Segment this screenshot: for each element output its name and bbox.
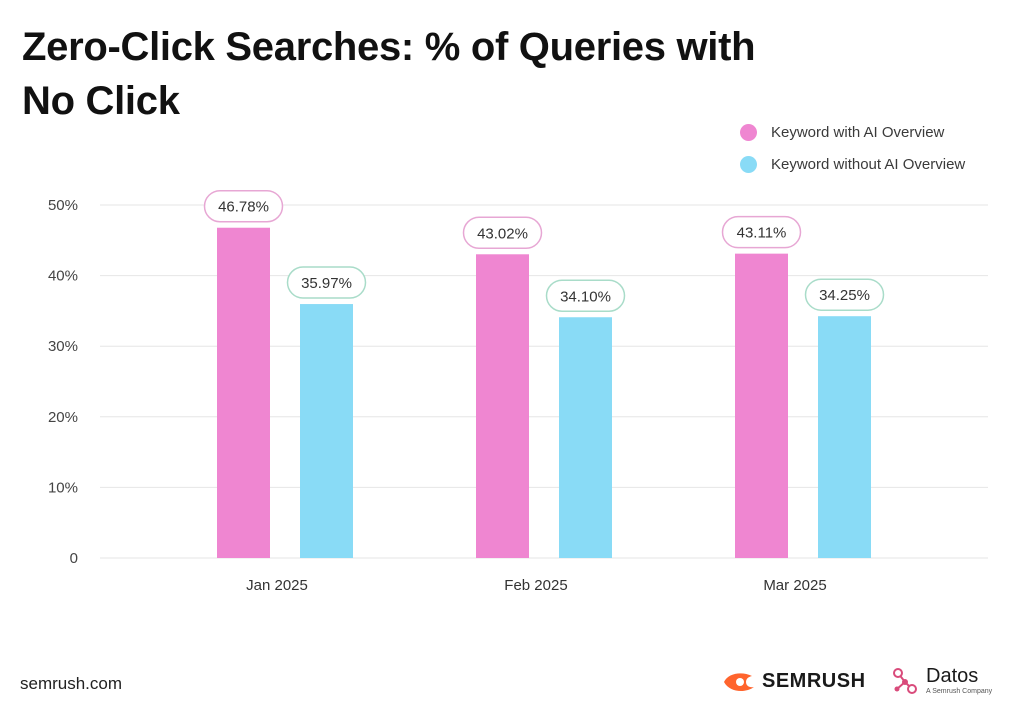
legend-swatch-ai-overview — [740, 123, 757, 141]
y-tick-label: 50% — [48, 197, 78, 214]
footer-site-url: semrush.com — [20, 674, 123, 693]
bar-chart: 0 10% 20% 30% 40% 50% 46.78% 35.97% Jan 2025 43.0… — [48, 189, 988, 594]
chart-legend: Keyword with AI Overview Keyword without… — [740, 116, 965, 180]
x-tick-label: Jan 2025 — [246, 577, 308, 594]
bar — [559, 317, 612, 558]
semrush-logo: SEMRUSH — [722, 670, 866, 693]
y-tick-label: 30% — [48, 338, 78, 355]
data-label-pill — [462, 216, 543, 250]
data-label: 34.25% — [819, 287, 870, 304]
data-label-pill — [721, 215, 802, 249]
datos-logo-text: Datos — [926, 665, 979, 687]
bar — [735, 253, 788, 558]
y-tick-label: 10% — [48, 479, 78, 496]
x-tick-label: Mar 2025 — [763, 577, 826, 594]
datos-network-icon — [893, 667, 917, 694]
x-tick-label: Feb 2025 — [504, 577, 567, 594]
data-label-pill — [545, 279, 626, 313]
bar — [300, 304, 353, 558]
bar — [476, 254, 529, 558]
legend-item-no-ai-overview: Keyword without AI Overview — [740, 148, 965, 180]
bar — [818, 316, 871, 558]
data-label: 43.11% — [737, 225, 787, 242]
y-tick-label: 0 — [70, 550, 78, 567]
y-tick-label: 40% — [48, 268, 78, 285]
datos-logo: Datos A Semrush Company — [892, 666, 992, 695]
semrush-flame-icon — [724, 672, 754, 691]
y-tick-label: 20% — [48, 409, 78, 426]
data-label: 34.10% — [560, 288, 611, 305]
legend-swatch-no-ai-overview — [740, 155, 757, 173]
datos-tagline: A Semrush Company — [926, 688, 993, 695]
chart-title: Zero-Click Searches: % of Queries with N… — [22, 25, 756, 123]
data-label: 43.02% — [477, 225, 528, 242]
data-label-pill — [203, 189, 284, 223]
legend-label-ai-overview: Keyword with AI Overview — [771, 123, 945, 141]
semrush-logo-text: SEMRUSH — [762, 670, 866, 692]
data-label: 46.78% — [218, 199, 269, 216]
data-label: 35.97% — [301, 275, 352, 292]
bar — [217, 227, 270, 558]
legend-item-ai-overview: Keyword with AI Overview — [740, 116, 965, 148]
data-label-pill — [286, 266, 367, 299]
legend-label-no-ai-overview: Keyword without AI Overview — [771, 155, 966, 173]
data-label-pill — [804, 278, 885, 311]
